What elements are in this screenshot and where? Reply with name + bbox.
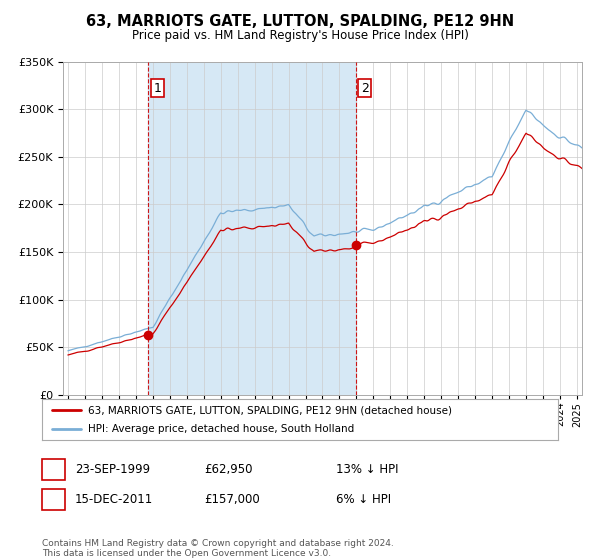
Bar xyxy=(148,62,356,395)
Text: £62,950: £62,950 xyxy=(204,463,253,476)
Text: 63, MARRIOTS GATE, LUTTON, SPALDING, PE12 9HN: 63, MARRIOTS GATE, LUTTON, SPALDING, PE1… xyxy=(86,14,514,29)
Text: £157,000: £157,000 xyxy=(204,493,260,506)
Text: 2: 2 xyxy=(49,493,58,506)
Text: HPI: Average price, detached house, South Holland: HPI: Average price, detached house, Sout… xyxy=(88,424,355,433)
Text: 13% ↓ HPI: 13% ↓ HPI xyxy=(336,463,398,476)
Text: 1: 1 xyxy=(154,82,161,95)
Text: 6% ↓ HPI: 6% ↓ HPI xyxy=(336,493,391,506)
Text: Price paid vs. HM Land Registry's House Price Index (HPI): Price paid vs. HM Land Registry's House … xyxy=(131,29,469,42)
Text: Contains HM Land Registry data © Crown copyright and database right 2024.
This d: Contains HM Land Registry data © Crown c… xyxy=(42,539,394,558)
Text: 2: 2 xyxy=(361,82,369,95)
Text: 63, MARRIOTS GATE, LUTTON, SPALDING, PE12 9HN (detached house): 63, MARRIOTS GATE, LUTTON, SPALDING, PE1… xyxy=(88,405,452,415)
Text: 23-SEP-1999: 23-SEP-1999 xyxy=(75,463,150,476)
Text: 1: 1 xyxy=(49,463,58,476)
Text: 15-DEC-2011: 15-DEC-2011 xyxy=(75,493,153,506)
